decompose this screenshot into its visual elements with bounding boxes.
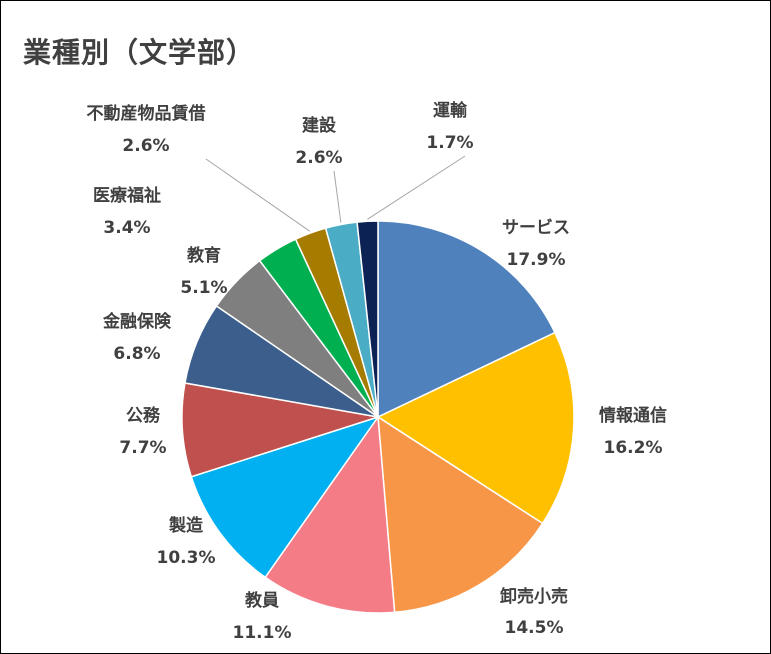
data-label-name-3: 卸売小売 bbox=[500, 586, 568, 607]
data-label-value-6: 7.7% bbox=[119, 438, 166, 458]
data-label-value-10: 2.6% bbox=[122, 136, 169, 156]
pie-slice-3 bbox=[377, 415, 544, 614]
data-label-name-11: 建設 bbox=[302, 115, 337, 136]
data-label-name-5: 製造 bbox=[168, 515, 204, 536]
leader-line-12 bbox=[367, 155, 466, 220]
chart-title: 業種別（文学部） bbox=[23, 36, 256, 69]
data-label-name-6: 公務 bbox=[126, 405, 161, 426]
data-label-value-12: 1.7% bbox=[426, 133, 473, 153]
data-label-name-9: 医療福祉 bbox=[93, 185, 161, 206]
data-label-value-8: 5.1% bbox=[180, 278, 227, 298]
leader-line-10 bbox=[205, 158, 310, 232]
pie-slice-12 bbox=[356, 220, 379, 418]
leader-line-11 bbox=[333, 170, 342, 223]
data-label-value-2: 16.2% bbox=[604, 438, 663, 458]
pie-slice-4 bbox=[264, 414, 396, 614]
data-label-name-2: 情報通信 bbox=[599, 405, 667, 426]
pie-slice-2 bbox=[376, 331, 575, 525]
data-label-value-5: 10.3% bbox=[157, 548, 216, 568]
data-label-value-4: 11.1% bbox=[233, 623, 292, 643]
data-label-name-7: 金融保険 bbox=[102, 311, 172, 332]
data-label-value-9: 3.4% bbox=[103, 218, 150, 238]
data-label-value-3: 14.5% bbox=[505, 618, 564, 638]
pie-slice-6 bbox=[181, 382, 379, 478]
data-label-name-1: サービス bbox=[502, 218, 570, 238]
data-label-name-10: 不動産物品賃借 bbox=[87, 103, 206, 124]
data-label-name-12: 運輸 bbox=[433, 100, 468, 121]
data-label-value-7: 6.8% bbox=[113, 344, 160, 364]
data-label-value-1: 17.9% bbox=[507, 250, 566, 270]
data-label-name-4: 教員 bbox=[244, 590, 279, 611]
data-label-name-8: 教育 bbox=[186, 245, 221, 266]
pie-slice-1 bbox=[377, 220, 556, 419]
data-label-value-11: 2.6% bbox=[295, 148, 342, 168]
pie-slice-5 bbox=[190, 415, 380, 579]
